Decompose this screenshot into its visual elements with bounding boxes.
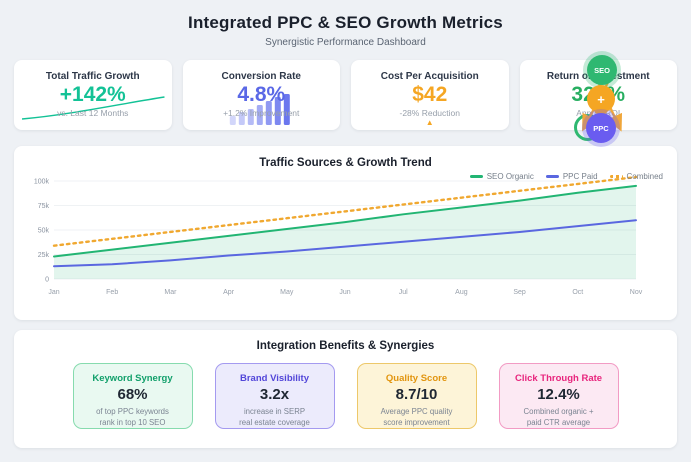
svg-text:Feb: Feb: [106, 289, 118, 296]
kpi-value: 324%: [571, 83, 626, 106]
benefit-description: increase in SERP real estate coverage: [239, 407, 310, 428]
kpi-card-conversion-rate: Conversion Rate 4.8% +1.2% Improvement: [182, 60, 340, 130]
benefit-value: 8.7/10: [395, 386, 438, 403]
benefit-card-quality-score: Quality Score 8.7/10 Average PPC quality…: [356, 363, 477, 429]
benefit-value: 68%: [117, 386, 148, 403]
kpi-card-return-on-investment: Return on Investment 324% Annual ROI: [519, 60, 677, 130]
kpi-subtitle: -28% Reduction: [399, 108, 460, 119]
svg-text:Aug: Aug: [455, 289, 468, 296]
benefit-title: Brand Visibility: [240, 373, 309, 384]
legend-marker-icon: [469, 175, 483, 178]
page-subtitle: Synergistic Performance Dashboard: [265, 37, 426, 48]
header: Integrated PPC & SEO Growth Metrics Syne…: [0, 0, 691, 48]
kpi-value: $42: [412, 83, 448, 106]
legend-item-seo-organic[interactable]: SEO Organic: [469, 172, 534, 181]
traffic-trend-plot: 0 25k 50k 75k 100k Jan Feb Mar Apr May Jun Jul Aug Se…: [34, 175, 643, 296]
kpi-title: Return on Investment: [546, 71, 650, 82]
benefit-title: Click Through Rate: [514, 373, 603, 384]
legend-item-ppc-paid[interactable]: PPC Paid: [545, 172, 598, 181]
svg-text:Jan: Jan: [48, 289, 59, 296]
svg-text:0: 0: [45, 277, 49, 284]
kpi-card-cost-per-acquisition: Cost Per Acquisition $42 -28% Reduction …: [351, 60, 509, 130]
benefit-value: 3.2x: [259, 386, 290, 403]
conversion-mini-bars-icon: [230, 94, 291, 125]
svg-text:Mar: Mar: [164, 289, 177, 296]
benefit-value: 12.4%: [537, 386, 580, 403]
svg-text:Jun: Jun: [339, 289, 350, 296]
chart-legend: SEO Organic PPC Paid Combined: [469, 172, 663, 181]
svg-text:50k: 50k: [38, 228, 50, 235]
kpi-title: Conversion Rate: [221, 71, 301, 82]
svg-text:May: May: [280, 289, 294, 296]
svg-text:Jul: Jul: [399, 289, 408, 296]
traffic-chart-card: Traffic Sources & Growth Trend SEO Organ…: [14, 146, 677, 320]
benefit-title: Keyword Synergy: [92, 373, 173, 384]
legend-marker-icon: [609, 175, 623, 178]
kpi-value: 4.8%: [237, 83, 286, 106]
benefit-row: Keyword Synergy 68% of top PPC keywords r…: [14, 363, 677, 429]
legend-label: SEO Organic: [486, 172, 534, 181]
chart-title: Traffic Sources & Growth Trend: [259, 157, 432, 169]
kpi-subtitle: Annual ROI: [576, 108, 621, 119]
kpi-value: +142%: [59, 83, 126, 106]
kpi-title: Cost Per Acquisition: [380, 71, 479, 82]
svg-text:25k: 25k: [38, 252, 50, 259]
benefit-description: Combined organic + paid CTR average: [523, 407, 594, 428]
kpi-title: Total Traffic Growth: [45, 71, 140, 82]
kpi-subtitle: vs. Last 12 Months: [57, 108, 129, 119]
benefit-description: of top PPC keywords rank in top 10 SEO: [96, 407, 169, 428]
legend-marker-icon: [545, 175, 559, 178]
growth-sparkline-icon: [21, 96, 165, 120]
benefit-card-keyword-synergy: Keyword Synergy 68% of top PPC keywords r…: [72, 363, 193, 429]
legend-label: PPC Paid: [562, 172, 598, 181]
svg-text:Oct: Oct: [572, 289, 583, 296]
kpi-card-total-traffic-growth: Total Traffic Growth +142% vs. Last 12 M…: [14, 60, 172, 130]
benefits-section: Integration Benefits & Synergies Keyword…: [14, 330, 677, 448]
svg-text:100k: 100k: [34, 179, 50, 186]
svg-text:Apr: Apr: [223, 289, 235, 296]
benefit-description: Average PPC quality score improvement: [380, 407, 453, 428]
benefit-card-click-through-rate: Click Through Rate 12.4% Combined organi…: [498, 363, 619, 429]
up-arrow-icon: ▲: [425, 118, 434, 128]
legend-label: Combined: [626, 172, 663, 181]
benefits-title: Integration Benefits & Synergies: [256, 340, 435, 352]
legend-item-combined[interactable]: Combined: [609, 172, 663, 181]
kpi-subtitle: +1.2% Improvement: [223, 108, 300, 119]
page-title: Integrated PPC & SEO Growth Metrics: [188, 13, 503, 32]
benefit-card-brand-visibility: Brand Visibility 3.2x increase in SERP re…: [214, 363, 335, 429]
benefit-title: Quality Score: [385, 373, 448, 384]
svg-text:Sep: Sep: [513, 289, 526, 296]
svg-text:Nov: Nov: [630, 289, 643, 296]
svg-text:75k: 75k: [38, 203, 50, 210]
kpi-row: Total Traffic Growth +142% vs. Last 12 M…: [14, 60, 677, 130]
